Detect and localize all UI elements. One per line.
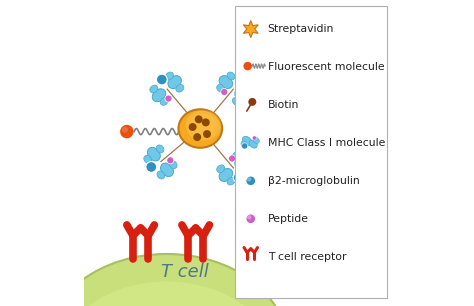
Ellipse shape [186,110,221,140]
Circle shape [146,162,157,172]
Circle shape [203,130,211,138]
Text: Biotin: Biotin [268,100,299,110]
Circle shape [233,172,244,183]
Ellipse shape [227,177,235,185]
Circle shape [202,118,210,126]
Ellipse shape [169,161,177,169]
Ellipse shape [232,98,240,105]
Ellipse shape [219,76,233,88]
Circle shape [242,143,248,149]
Text: T cell receptor: T cell receptor [268,252,346,262]
Circle shape [165,95,172,102]
Ellipse shape [160,98,168,105]
Ellipse shape [235,155,248,168]
Ellipse shape [144,155,152,163]
Circle shape [248,98,256,106]
Ellipse shape [217,165,225,173]
Circle shape [246,176,255,186]
Ellipse shape [243,164,251,172]
Circle shape [246,214,255,224]
Ellipse shape [219,169,233,181]
Text: Peptide: Peptide [268,214,309,224]
Circle shape [189,123,197,131]
Circle shape [120,125,134,138]
Circle shape [156,74,167,85]
Ellipse shape [63,282,271,306]
Ellipse shape [147,147,160,161]
Text: MHC Class I molecule: MHC Class I molecule [268,138,385,148]
Circle shape [252,136,256,140]
Ellipse shape [253,137,259,144]
Circle shape [193,133,201,141]
Ellipse shape [150,85,158,93]
Ellipse shape [241,141,247,147]
Ellipse shape [249,140,257,148]
Circle shape [247,215,251,219]
Ellipse shape [232,152,240,159]
Text: β2-microglobulin: β2-microglobulin [268,176,359,186]
FancyBboxPatch shape [236,6,387,298]
Circle shape [237,77,247,88]
Ellipse shape [217,84,225,92]
Ellipse shape [157,171,164,179]
Ellipse shape [156,145,164,153]
Ellipse shape [178,109,222,148]
Text: Fluorescent molecule: Fluorescent molecule [268,62,384,72]
Ellipse shape [243,85,251,93]
Circle shape [195,115,203,123]
Circle shape [247,177,251,181]
Ellipse shape [168,76,182,88]
Ellipse shape [176,84,184,92]
Circle shape [244,62,252,70]
Polygon shape [243,21,258,38]
Ellipse shape [235,89,248,102]
Ellipse shape [152,89,166,102]
Circle shape [221,88,228,95]
Text: Streptavidin: Streptavidin [268,24,334,34]
Ellipse shape [242,136,252,146]
Ellipse shape [47,254,286,306]
Ellipse shape [227,72,235,80]
Circle shape [228,155,236,162]
Circle shape [167,157,174,164]
Ellipse shape [190,114,217,137]
Text: T cell: T cell [161,263,209,281]
Circle shape [122,127,128,133]
Ellipse shape [161,163,173,177]
Ellipse shape [165,72,173,80]
